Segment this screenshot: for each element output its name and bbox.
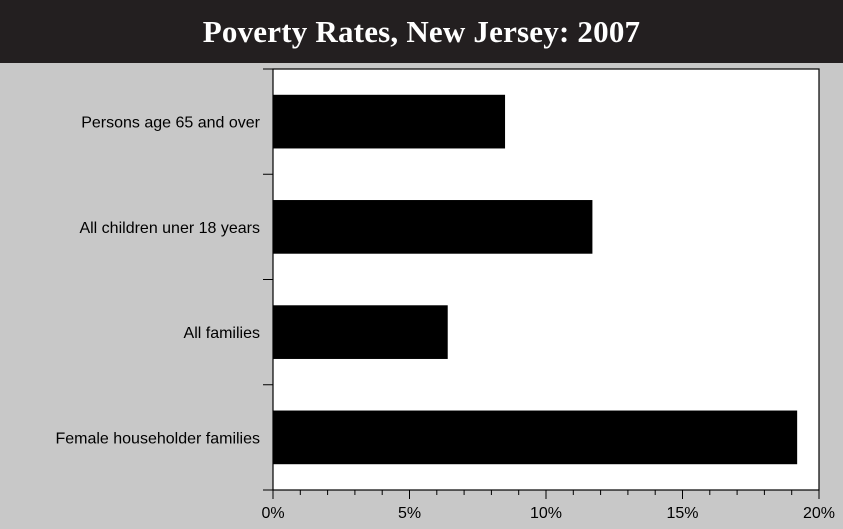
chart-title: Poverty Rates, New Jersey: 2007 bbox=[0, 0, 843, 63]
category-label: Persons age 65 and over bbox=[81, 115, 260, 132]
category-label: All children uner 18 years bbox=[79, 220, 260, 237]
bar bbox=[273, 410, 798, 465]
bar bbox=[273, 305, 448, 359]
x-tick-label: 20% bbox=[803, 505, 835, 522]
bar bbox=[273, 200, 593, 254]
category-label: All families bbox=[184, 325, 260, 342]
x-tick-label: 15% bbox=[666, 505, 698, 522]
bar bbox=[273, 94, 506, 149]
x-tick-label: 10% bbox=[530, 505, 562, 522]
category-label: Female householder families bbox=[55, 430, 260, 447]
x-tick-label: 5% bbox=[398, 505, 421, 522]
x-tick-label: 0% bbox=[261, 505, 284, 522]
